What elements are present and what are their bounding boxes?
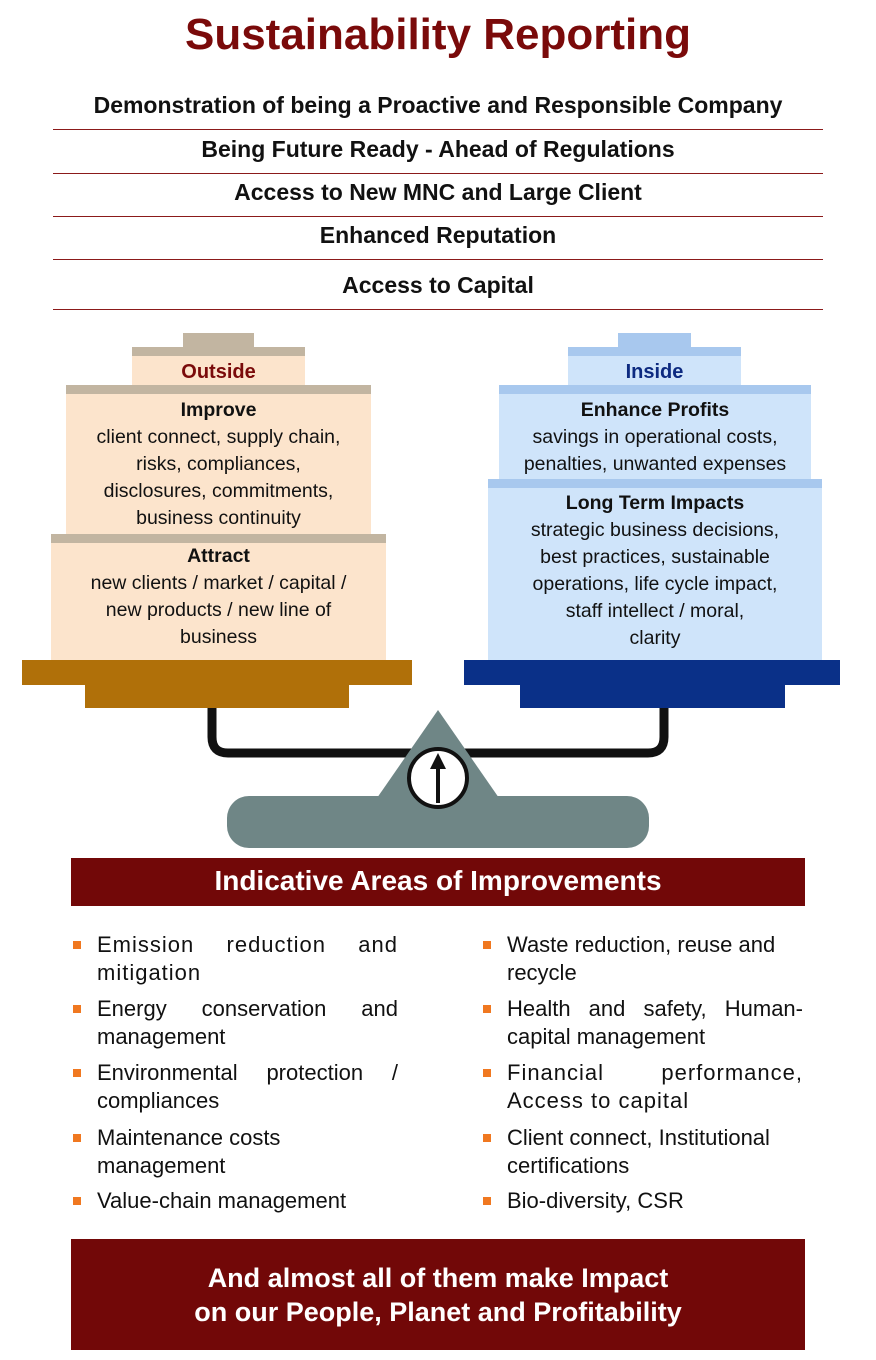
bullet-icon (73, 941, 81, 949)
inside-stack-knob (618, 333, 691, 347)
improve-line: client connect, supply chain, (96, 426, 341, 448)
balance-scale-graphic (22, 660, 840, 848)
longterm-line: staff intellect / moral, (565, 600, 745, 622)
bullet-icon (73, 1005, 81, 1013)
benefit-future-ready: Being Future Ready - Ahead of Regulation… (53, 130, 823, 174)
attract-box: Attract new clients / market / capital /… (51, 543, 386, 660)
bullet-icon (73, 1197, 81, 1205)
enhance-cap (499, 385, 811, 394)
improve-line: disclosures, commitments, (103, 480, 334, 502)
list-item: Value-chain management (73, 1187, 398, 1215)
list-item: Bio-diversity, CSR (483, 1187, 803, 1215)
list-item: Client connect, Institutional certificat… (483, 1124, 807, 1180)
list-item: Maintenance costs management (73, 1124, 347, 1180)
bullet-icon (483, 1069, 491, 1077)
arrow-up-icon (430, 753, 446, 769)
list-item: Financial performance, Access to capital (483, 1059, 803, 1115)
inside-label-cap (568, 347, 741, 356)
page-title: Sustainability Reporting (184, 10, 692, 59)
longterm-line: best practices, sustainable (540, 546, 770, 568)
attract-line: new products / new line of (105, 599, 332, 621)
list-item: Emission reduction and mitigation (73, 931, 398, 987)
enhance-line: savings in operational costs, (532, 426, 778, 448)
longterm-heading: Long Term Impacts (565, 492, 745, 514)
improvements-banner: Indicative Areas of Improvements (71, 858, 805, 906)
attract-cap (51, 534, 386, 543)
longterm-line: clarity (629, 627, 681, 649)
improve-box: Improve client connect, supply chain, ri… (66, 394, 371, 534)
left-pan-base (85, 685, 349, 708)
bullet-icon (483, 941, 491, 949)
improve-line: risks, compliances, (136, 453, 301, 475)
bullet-icon (483, 1197, 491, 1205)
outside-label-cap (132, 347, 305, 356)
outside-label-box: Outside (132, 356, 305, 385)
attract-heading: Attract (187, 545, 250, 567)
inside-label: Inside (625, 361, 684, 383)
list-item: Waste reduction, reuse and recycle (483, 931, 777, 987)
scale-base (227, 796, 649, 848)
attract-line: business (180, 626, 257, 648)
bullet-icon (483, 1005, 491, 1013)
longterm-line: strategic business decisions, (530, 519, 780, 541)
improve-line: business continuity (136, 507, 301, 529)
improve-cap (66, 385, 371, 394)
right-pan-base (520, 685, 785, 708)
right-pan-top (464, 660, 840, 685)
longterm-cap (488, 479, 822, 488)
attract-line: new clients / market / capital / (90, 572, 347, 594)
outside-stack-knob (183, 333, 254, 347)
outside-label: Outside (181, 361, 256, 383)
footer-line: on our People, Planet and Profitability (194, 1297, 682, 1327)
bullet-icon (73, 1134, 81, 1142)
list-item: Environmental protection / compliances (73, 1059, 398, 1115)
list-item: Health and safety, Human-capital managem… (483, 995, 803, 1051)
benefit-new-clients: Access to New MNC and Large Client (53, 173, 823, 217)
left-pan-top (22, 660, 412, 685)
benefit-capital: Access to Capital (53, 266, 823, 310)
longterm-line: operations, life cycle impact, (532, 573, 778, 595)
enhance-box: Enhance Profits savings in operational c… (499, 394, 811, 479)
bullet-icon (483, 1134, 491, 1142)
benefit-reputation: Enhanced Reputation (53, 216, 823, 260)
bullet-icon (73, 1069, 81, 1077)
enhance-heading: Enhance Profits (580, 399, 730, 421)
footer-banner: And almost all of them make Impact on ou… (71, 1239, 805, 1350)
enhance-line: penalties, unwanted expenses (523, 453, 787, 475)
footer-line: And almost all of them make Impact (207, 1263, 669, 1293)
improve-heading: Improve (180, 399, 257, 421)
inside-label-box: Inside (568, 356, 741, 385)
longterm-box: Long Term Impacts strategic business dec… (488, 488, 822, 660)
benefit-proactive: Demonstration of being a Proactive and R… (53, 86, 823, 130)
list-item: Energy conservation and management (73, 995, 398, 1051)
